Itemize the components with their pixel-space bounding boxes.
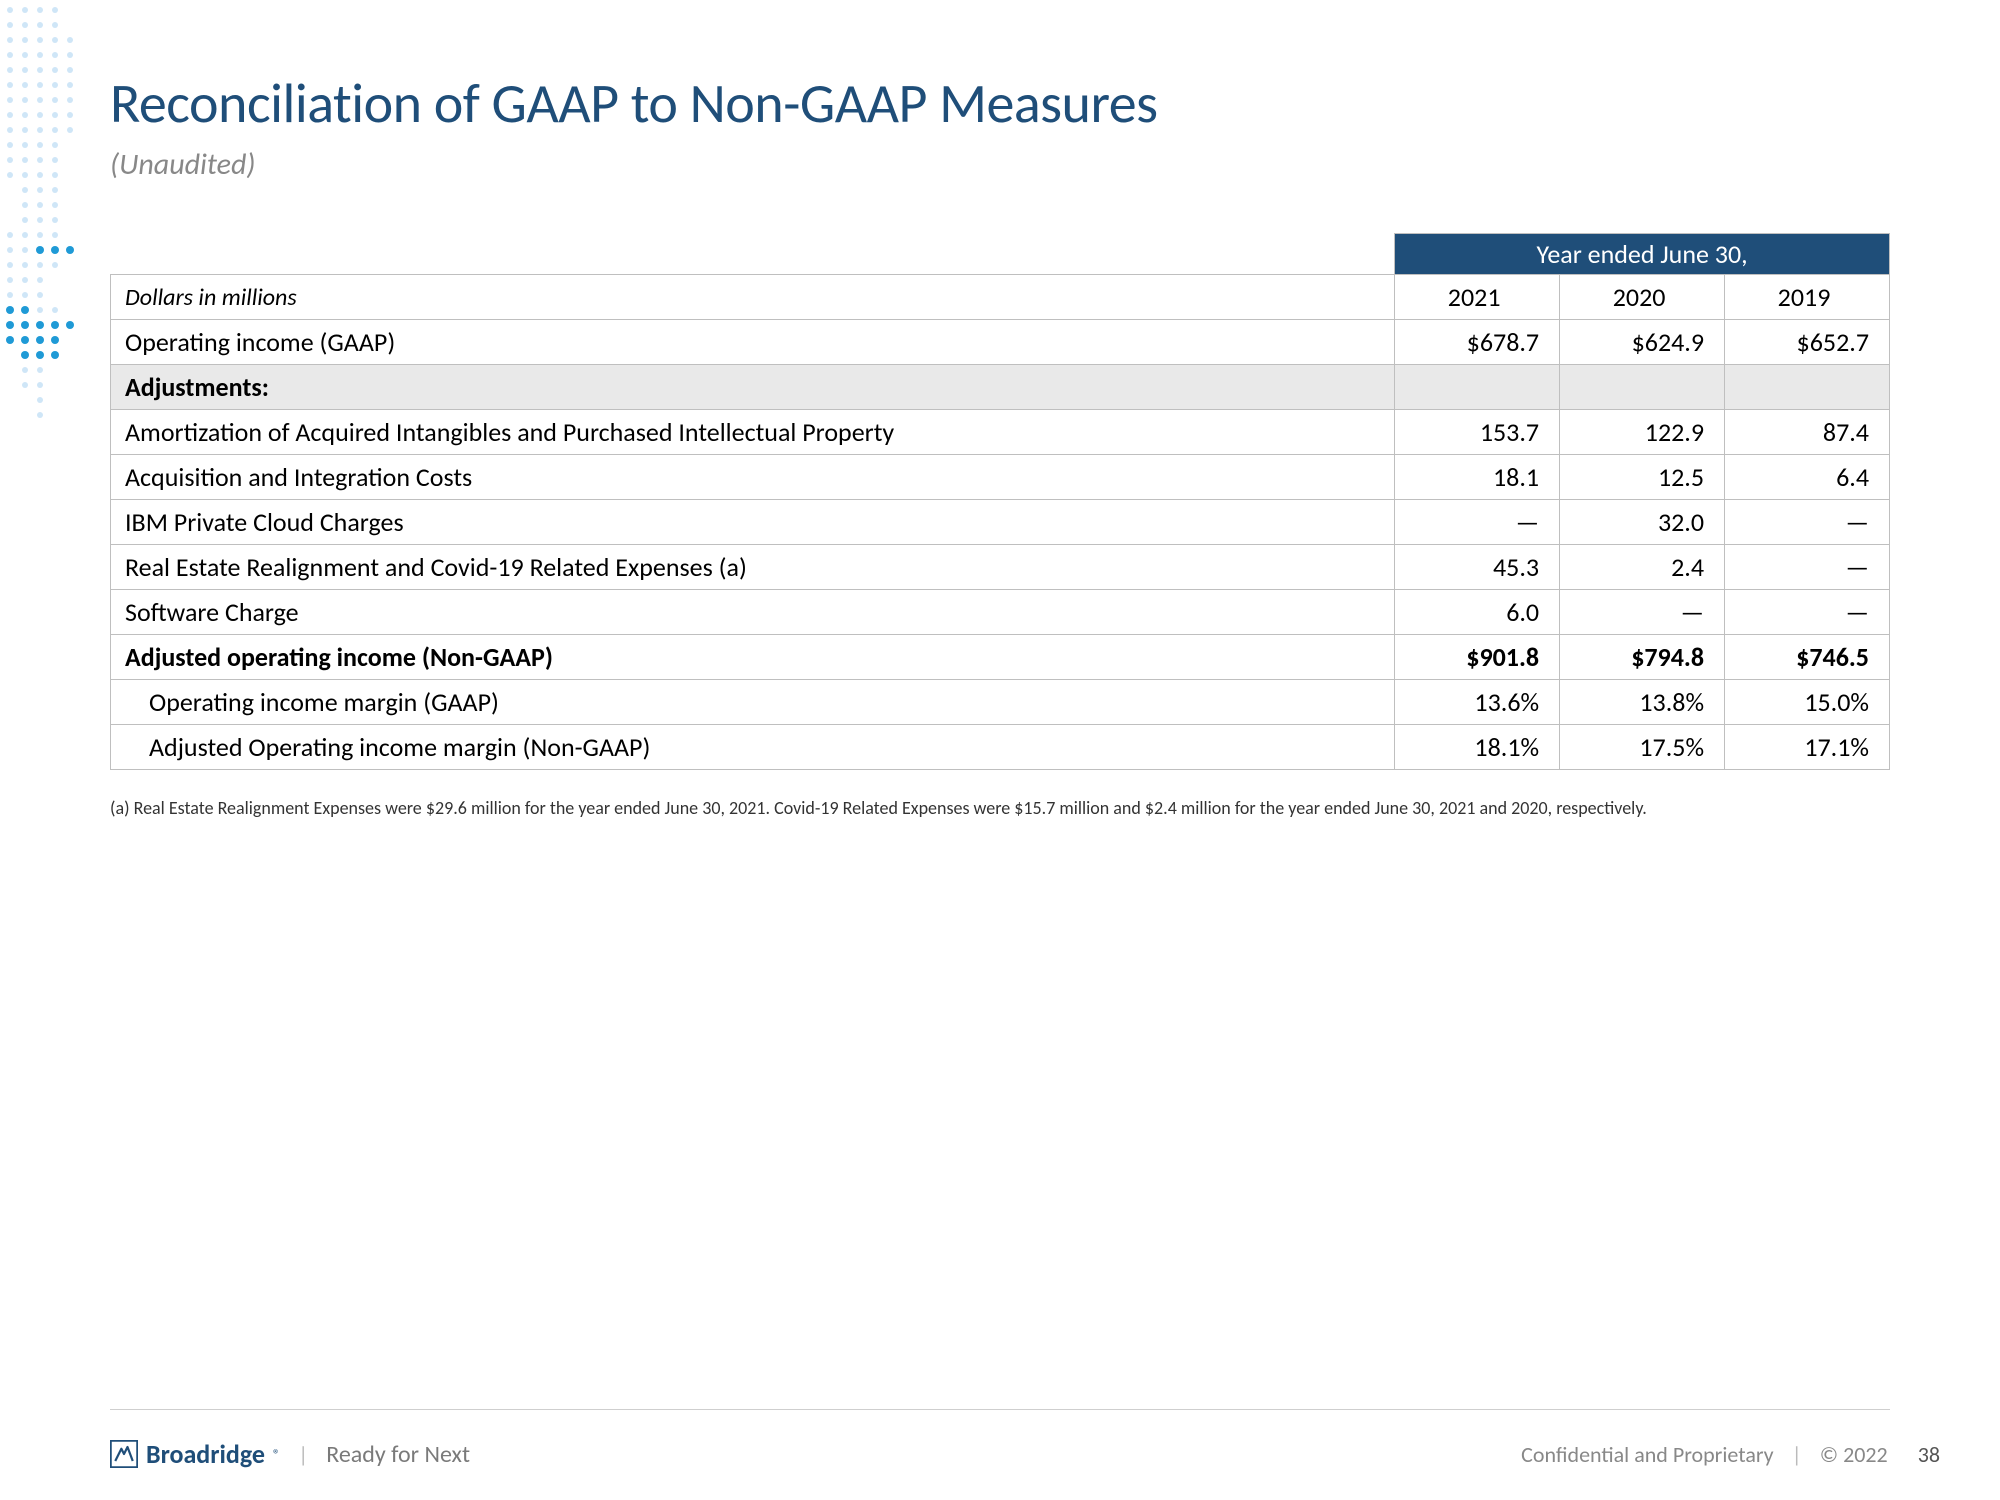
broadridge-logo-icon xyxy=(110,1440,138,1468)
table-cell: $901.8 xyxy=(1395,635,1560,680)
table-row: Adjusted Operating income margin (Non-GA… xyxy=(111,725,1395,770)
table-cell: 2.4 xyxy=(1560,545,1725,590)
table-cell: 15.0% xyxy=(1725,680,1890,725)
table-cell: 18.1 xyxy=(1395,455,1560,500)
year-col-2020: 2020 xyxy=(1560,275,1725,320)
copyright: © 2022 xyxy=(1820,1441,1888,1468)
year-col-2019: 2019 xyxy=(1725,275,1890,320)
table-cell: — xyxy=(1725,500,1890,545)
table-cell: 17.5% xyxy=(1560,725,1725,770)
table-row: Acquisition and Integration Costs xyxy=(111,455,1395,500)
table-cell: 122.9 xyxy=(1560,410,1725,455)
table-cell: 6.0 xyxy=(1395,590,1560,635)
table-cell: 13.8% xyxy=(1560,680,1725,725)
table-cell: — xyxy=(1725,590,1890,635)
table-row: IBM Private Cloud Charges xyxy=(111,500,1395,545)
table-cell: — xyxy=(1560,590,1725,635)
table-cell: 153.7 xyxy=(1395,410,1560,455)
confidential-label: Confidential and Proprietary xyxy=(1521,1441,1773,1468)
table-cell: $624.9 xyxy=(1560,320,1725,365)
table-cell: 32.0 xyxy=(1560,500,1725,545)
table-row: Adjustments: xyxy=(111,365,1395,410)
dollars-label: Dollars in millions xyxy=(111,275,1395,320)
table-row: Real Estate Realignment and Covid-19 Rel… xyxy=(111,545,1395,590)
table-cell: — xyxy=(1395,500,1560,545)
table-cell: $794.8 xyxy=(1560,635,1725,680)
table-cell: 18.1% xyxy=(1395,725,1560,770)
table-row: Software Charge xyxy=(111,590,1395,635)
year-ended-header: Year ended June 30, xyxy=(1395,234,1890,275)
footer-divider-line xyxy=(110,1409,1890,1410)
broadridge-logo: Broadridge ® xyxy=(110,1438,280,1470)
table-cell: — xyxy=(1725,545,1890,590)
table-row: Operating income margin (GAAP) xyxy=(111,680,1395,725)
table-row: Adjusted operating income (Non-GAAP) xyxy=(111,635,1395,680)
table-cell: $678.7 xyxy=(1395,320,1560,365)
table-cell: 17.1% xyxy=(1725,725,1890,770)
table-cell: 87.4 xyxy=(1725,410,1890,455)
table-row: Operating income (GAAP) xyxy=(111,320,1395,365)
table-cell: 13.6% xyxy=(1395,680,1560,725)
table-cell xyxy=(1560,365,1725,410)
table-cell xyxy=(1725,365,1890,410)
tagline: Ready for Next xyxy=(326,1440,470,1469)
table-cell: 45.3 xyxy=(1395,545,1560,590)
table-cell: $746.5 xyxy=(1725,635,1890,680)
table-cell: 12.5 xyxy=(1560,455,1725,500)
reconciliation-table: Year ended June 30,Dollars in millions20… xyxy=(110,233,1890,770)
table-row: Amortization of Acquired Intangibles and… xyxy=(111,410,1395,455)
footer-divider-1: | xyxy=(298,1441,308,1468)
page-subtitle: (Unaudited) xyxy=(110,146,1890,183)
table-cell: 6.4 xyxy=(1725,455,1890,500)
year-col-2021: 2021 xyxy=(1395,275,1560,320)
page-title: Reconciliation of GAAP to Non-GAAP Measu… xyxy=(110,70,1890,138)
footer-divider-2: | xyxy=(1792,1441,1802,1468)
table-cell: $652.7 xyxy=(1725,320,1890,365)
brand-name: Broadridge xyxy=(146,1438,265,1470)
footnote-a: (a) Real Estate Realignment Expenses wer… xyxy=(110,796,1890,820)
registered-mark: ® xyxy=(273,1446,280,1463)
slide-footer: Broadridge ® | Ready for Next Confidentia… xyxy=(110,1438,1940,1470)
page-number: 38 xyxy=(1918,1441,1940,1468)
table-cell xyxy=(1395,365,1560,410)
